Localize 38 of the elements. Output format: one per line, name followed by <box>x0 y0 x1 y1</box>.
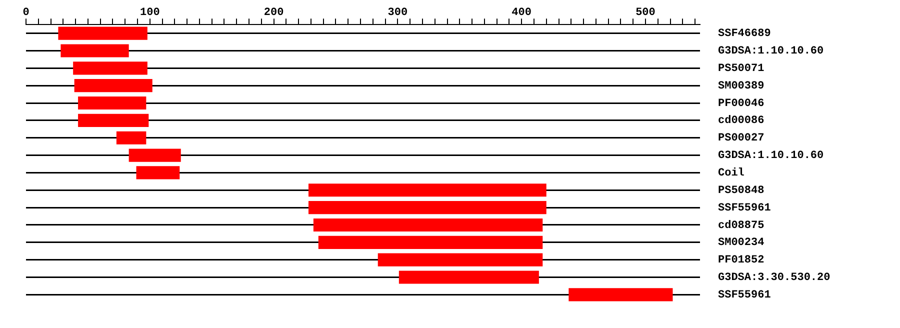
bar <box>398 270 539 284</box>
y-tick-label: G3DSA:1.10.10.60 <box>718 150 824 162</box>
x-tick-label: 500 <box>636 6 656 19</box>
bar <box>308 184 546 197</box>
y-tick-label: PS50848 <box>718 184 765 197</box>
x-tick-label: 0 <box>22 6 30 19</box>
y-tick-label: PF01852 <box>718 254 764 267</box>
y-tick-label: cd08875 <box>718 220 765 232</box>
x-tick-label: 300 <box>388 6 408 19</box>
bar <box>58 26 148 40</box>
y-tick-label: PS50071 <box>718 62 765 75</box>
y-tick-label: cd00086 <box>718 115 764 128</box>
y-tick-label: PF00046 <box>718 98 764 110</box>
bar <box>60 44 129 58</box>
bar <box>378 253 543 266</box>
bar <box>318 236 543 249</box>
y-tick-label: SSF55961 <box>718 202 772 214</box>
y-tick-label: SM00234 <box>718 237 765 250</box>
y-tick-label: G3DSA:3.30.530.20 <box>718 272 830 284</box>
y-tick-label: SSF55961 <box>718 289 772 302</box>
x-tick-label: 200 <box>264 6 284 19</box>
bar <box>78 114 149 127</box>
y-tick-label: Coil <box>718 167 745 180</box>
bar <box>308 201 546 214</box>
bar <box>136 166 180 180</box>
y-tick-label: SM00389 <box>718 80 764 92</box>
x-tick-label: 100 <box>140 6 160 19</box>
bar <box>116 131 146 144</box>
y-tick-label: PS00027 <box>718 132 764 145</box>
bar <box>128 148 181 162</box>
bar <box>313 218 543 232</box>
y-tick-label: G3DSA:1.10.10.60 <box>718 46 824 58</box>
bar <box>74 79 152 92</box>
y-tick-label: SSF46689 <box>718 28 771 40</box>
bar <box>73 62 148 75</box>
x-tick-label: 400 <box>512 6 532 19</box>
bar <box>78 96 146 110</box>
bar <box>568 288 673 302</box>
